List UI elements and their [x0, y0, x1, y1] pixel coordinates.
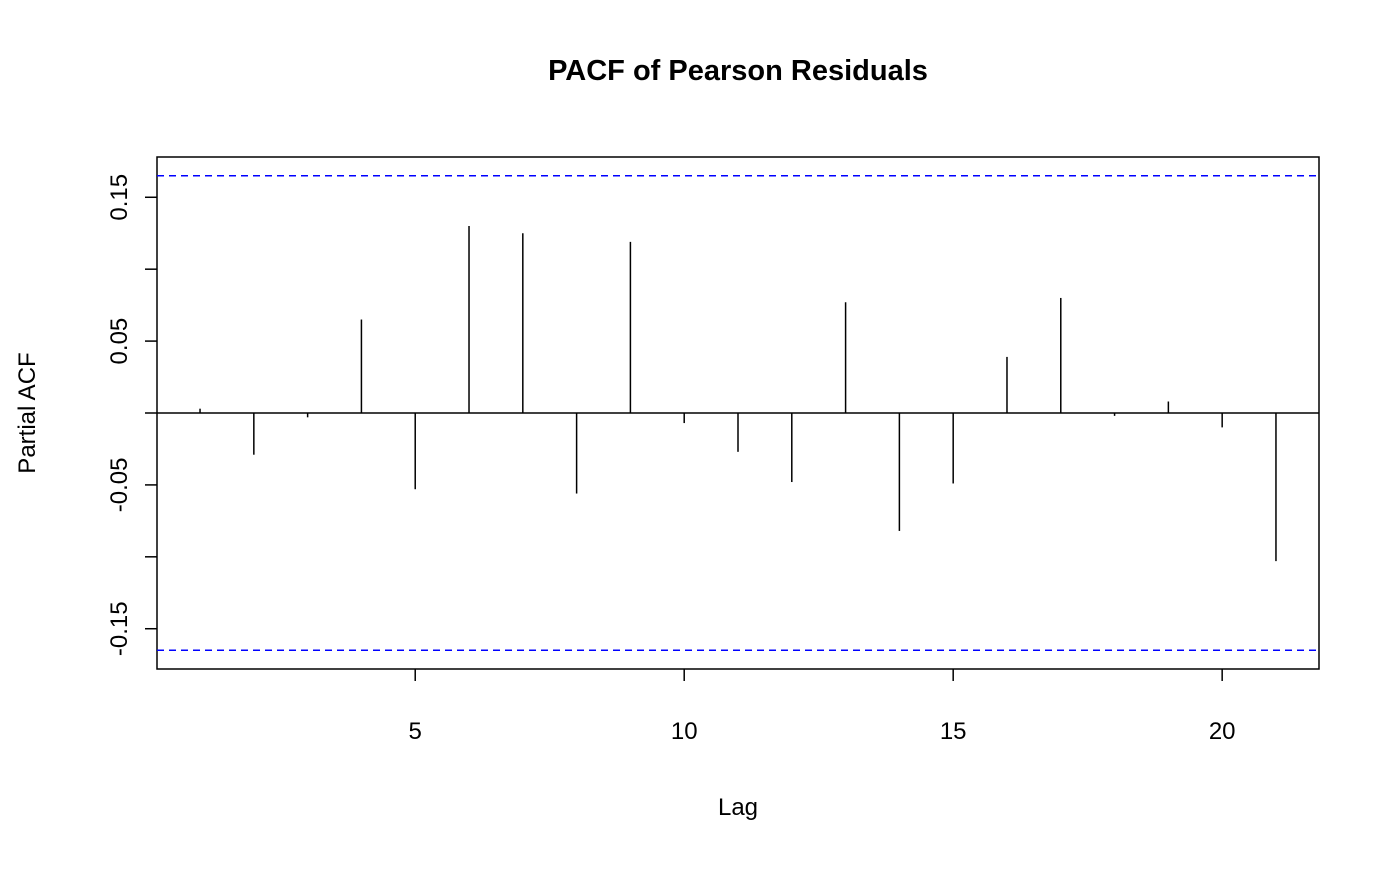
x-axis-label: Lag [718, 794, 758, 821]
x-tick-label: 10 [671, 718, 698, 745]
y-tick-label: 0.05 [106, 318, 133, 365]
chart-title: PACF of Pearson Residuals [548, 55, 928, 87]
y-tick-label: -0.15 [106, 601, 133, 656]
y-tick-label: 0.15 [106, 174, 133, 221]
y-axis-label: Partial ACF [14, 352, 41, 473]
x-tick-label: 5 [409, 718, 422, 745]
x-tick-label: 15 [940, 718, 967, 745]
y-tick-label: -0.05 [106, 458, 133, 513]
x-tick-label: 20 [1209, 718, 1236, 745]
